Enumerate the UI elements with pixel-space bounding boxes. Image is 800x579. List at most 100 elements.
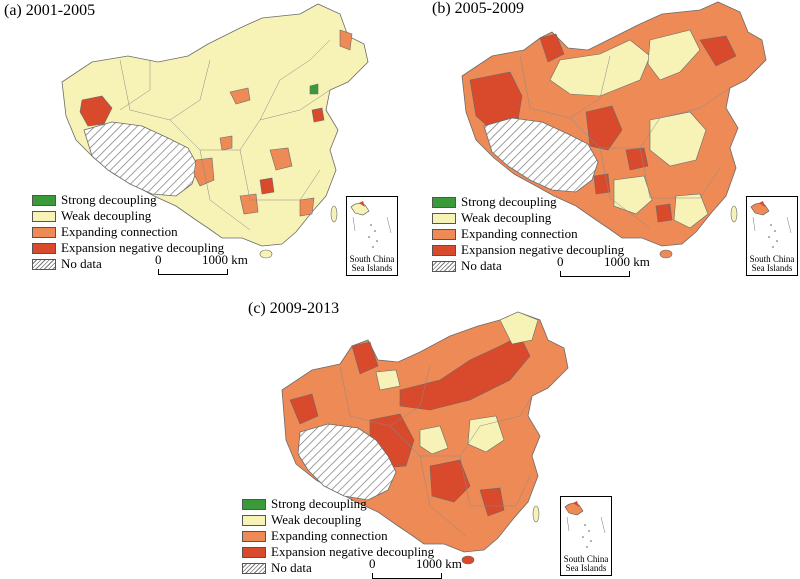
legend-label: Expansion negative decoupling (461, 242, 625, 257)
legend-label: No data (271, 560, 312, 575)
scale-zero: 0 (557, 254, 564, 269)
map-region-weak (613, 175, 653, 215)
legend-label: Strong decoupling (461, 194, 557, 209)
legend-item: Weak decoupling (432, 210, 624, 226)
legend-label: Weak decoupling (271, 512, 362, 527)
map-region-negative (625, 147, 649, 171)
legend: Strong decoupling Weak decoupling Expand… (32, 192, 224, 272)
hainan-island (461, 555, 475, 565)
legend-item: Expanding connection (432, 226, 624, 242)
legend-swatch (242, 514, 266, 526)
legend-item: Weak decoupling (32, 208, 224, 224)
hainan-island (259, 249, 273, 259)
legend-swatch (242, 530, 266, 542)
legend-swatch (432, 244, 456, 256)
inset-label: South China Sea Islands (349, 254, 395, 273)
legend-item: Expansion negative decoupling (242, 544, 434, 560)
legend-swatch (32, 210, 56, 222)
inset-label: South China Sea Islands (749, 254, 795, 273)
map-region-weak (549, 39, 651, 97)
map-region-negative (259, 177, 275, 195)
legend: Strong decoupling Weak decoupling Expand… (432, 194, 624, 274)
legend-label: No data (461, 258, 502, 273)
legend-item: No data (432, 258, 624, 274)
inset-map (750, 201, 792, 248)
legend-item: Strong decoupling (432, 194, 624, 210)
map-region-weak (419, 425, 449, 455)
china-map (461, 1, 767, 259)
map-region-negative (655, 203, 673, 223)
map-region-negative (479, 487, 505, 517)
legend-swatch (242, 498, 266, 510)
panel-c: (c) 2009-2013 Strong d (200, 290, 620, 579)
legend-item: Expansion negative decoupling (432, 242, 624, 258)
hainan-island (659, 249, 673, 259)
map-region-weak (647, 29, 701, 81)
legend-swatch (32, 226, 56, 238)
map-region-weak (375, 369, 401, 391)
panel-b: (b) 2005-2009 (400, 0, 800, 285)
legend-swatch (432, 260, 456, 272)
panel-title: (a) 2001-2005 (4, 2, 96, 19)
south-china-sea-inset: South China Sea Islands (560, 496, 612, 576)
map-region-negative (585, 105, 623, 151)
legend-label: Expansion negative decoupling (61, 240, 225, 255)
legend-label: Weak decoupling (461, 210, 552, 225)
map-region-expanding (219, 135, 233, 151)
legend-item: Strong decoupling (242, 496, 434, 512)
south-china-sea-inset: South China Sea Islands (346, 196, 398, 276)
scale-bar-line (372, 573, 442, 579)
legend-item: Weak decoupling (242, 512, 434, 528)
map-region-expanding (269, 147, 293, 171)
map-region-expanding (339, 29, 353, 51)
taiwan-island (330, 205, 338, 223)
map-region-expanding (239, 193, 259, 215)
legend-item: Expansion negative decoupling (32, 240, 224, 256)
legend-swatch (242, 562, 266, 574)
scale-distance: 1000 km (416, 556, 462, 571)
map-region-nodata (483, 117, 599, 193)
map-region-negative (399, 335, 531, 411)
map-region-negative (429, 459, 471, 503)
legend-swatch (432, 196, 456, 208)
map-region-weak (467, 415, 505, 453)
legend-item: No data (242, 560, 434, 576)
inset-map (564, 501, 606, 548)
legend-label: Weak decoupling (61, 208, 152, 223)
map-region-negative (351, 341, 379, 375)
map-region-negative (311, 107, 325, 123)
legend-swatch (242, 546, 266, 558)
scale-distance: 1000 km (202, 252, 248, 267)
legend-item: Expanding connection (32, 224, 224, 240)
panel-title: (b) 2005-2009 (432, 0, 524, 17)
map-region-expanding (299, 197, 315, 217)
legend-swatch (32, 258, 56, 270)
legend: Strong decoupling Weak decoupling Expand… (242, 496, 434, 576)
inset-map (350, 201, 392, 248)
scale-distance: 1000 km (604, 254, 650, 269)
panel-title: (c) 2009-2013 (248, 300, 340, 317)
south-china-sea-inset: South China Sea Islands (746, 196, 798, 276)
legend-label: Expanding connection (461, 226, 578, 241)
china-map (281, 311, 569, 565)
map-region-expanding (193, 157, 215, 187)
scale-zero: 0 (155, 252, 162, 267)
china-map (61, 3, 369, 259)
legend-label: Expansion negative decoupling (271, 544, 435, 559)
map-region-negative (79, 95, 113, 127)
legend-swatch (432, 228, 456, 240)
inset-label: South China Sea Islands (563, 554, 609, 573)
map-region-expanding (229, 87, 251, 105)
taiwan-island (730, 205, 738, 223)
taiwan-island (532, 505, 540, 523)
legend-swatch (432, 212, 456, 224)
legend-item: No data (32, 256, 224, 272)
map-region-weak (673, 193, 709, 229)
map-region-negative (539, 33, 565, 63)
legend-swatch (32, 194, 56, 206)
legend-item: Expanding connection (242, 528, 434, 544)
map-region-weak (499, 311, 539, 345)
map-region-negative (289, 393, 319, 425)
scale-bar-line (560, 271, 630, 277)
map-region-nodata (83, 121, 199, 197)
